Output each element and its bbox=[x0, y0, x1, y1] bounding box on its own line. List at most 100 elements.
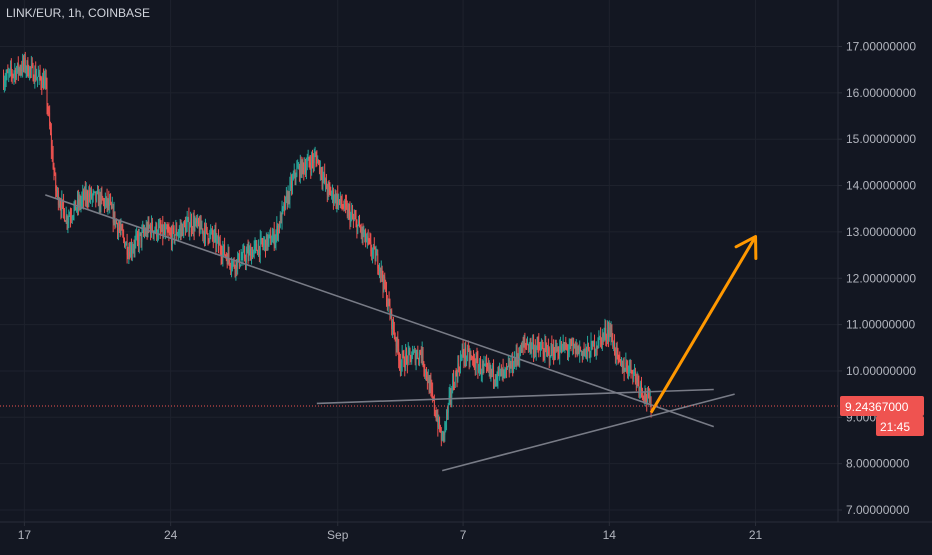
candle-body bbox=[58, 204, 60, 206]
candle-body bbox=[212, 235, 214, 240]
candle-body bbox=[626, 362, 628, 367]
candle-body bbox=[97, 192, 99, 207]
candle-body bbox=[270, 233, 272, 245]
candle-body bbox=[272, 237, 273, 243]
candle-body bbox=[500, 368, 502, 377]
candle-body bbox=[3, 83, 5, 88]
drawings-layer[interactable] bbox=[0, 194, 838, 472]
candle-body bbox=[344, 200, 346, 209]
candle-body bbox=[53, 168, 55, 173]
candle-body bbox=[128, 252, 130, 256]
candle-body bbox=[534, 348, 535, 355]
candle-body bbox=[550, 344, 552, 358]
candle-body bbox=[70, 215, 71, 218]
candle-body bbox=[114, 211, 116, 225]
candle-body bbox=[213, 233, 215, 240]
candle-body bbox=[34, 70, 36, 82]
candle-body bbox=[63, 201, 64, 210]
candle-body bbox=[467, 348, 469, 351]
candle-body bbox=[232, 261, 234, 263]
trendline[interactable] bbox=[441, 393, 735, 472]
candle-body bbox=[203, 231, 205, 235]
candle-body bbox=[85, 191, 87, 200]
candle-body bbox=[299, 166, 300, 178]
candle-body bbox=[370, 241, 372, 252]
candle-body bbox=[466, 357, 467, 359]
candle-body bbox=[495, 380, 497, 382]
candle-body bbox=[502, 368, 504, 372]
candle-body bbox=[76, 207, 78, 211]
candle-body bbox=[641, 382, 642, 390]
candle-body bbox=[346, 203, 347, 206]
candle-body bbox=[291, 181, 293, 188]
candle-body bbox=[396, 337, 398, 347]
candle-body bbox=[172, 227, 174, 229]
candle-body bbox=[351, 212, 353, 216]
candle-body bbox=[199, 220, 201, 233]
candle-body bbox=[399, 360, 400, 362]
candle-body bbox=[352, 212, 353, 218]
trendline[interactable] bbox=[316, 388, 714, 405]
candle-body bbox=[160, 229, 162, 231]
candle-body bbox=[264, 239, 266, 243]
candle-body bbox=[10, 67, 11, 70]
candle-body bbox=[7, 71, 9, 73]
candle-body bbox=[322, 175, 324, 182]
candle-body bbox=[427, 376, 429, 383]
candle-body bbox=[313, 156, 315, 163]
candle-body bbox=[210, 231, 212, 233]
candle-body bbox=[104, 200, 106, 207]
candle-body bbox=[248, 250, 250, 258]
forecast-arrow-head[interactable] bbox=[734, 235, 758, 261]
candle-body bbox=[349, 209, 351, 223]
candle-body bbox=[387, 298, 389, 305]
candle-body bbox=[57, 190, 58, 193]
candle-body bbox=[178, 233, 179, 235]
candle-body bbox=[263, 242, 265, 246]
candle-body bbox=[412, 353, 413, 359]
candle-body bbox=[189, 227, 191, 232]
candle-body bbox=[419, 351, 420, 360]
candle-body bbox=[374, 247, 376, 262]
candle-body bbox=[384, 276, 386, 288]
candle-body bbox=[601, 334, 603, 345]
candle-body bbox=[133, 248, 135, 250]
candle-body bbox=[151, 221, 153, 231]
candle-body bbox=[298, 166, 299, 168]
candle-body bbox=[570, 341, 572, 343]
candle-body bbox=[301, 160, 303, 176]
candle-body bbox=[520, 345, 522, 353]
candle-body bbox=[507, 364, 509, 367]
candle-body bbox=[386, 304, 388, 306]
candle-body bbox=[385, 287, 387, 289]
candle-body bbox=[276, 225, 278, 234]
candle-body bbox=[333, 200, 335, 202]
forecast-arrow[interactable] bbox=[649, 235, 757, 414]
candle-body bbox=[361, 228, 363, 235]
candle-body bbox=[417, 352, 419, 359]
candle-body bbox=[90, 190, 91, 197]
candle-body bbox=[442, 431, 444, 436]
candle-body bbox=[318, 160, 319, 162]
candle-body bbox=[77, 198, 79, 206]
candle-body bbox=[582, 351, 584, 357]
candle-body bbox=[284, 203, 286, 210]
candle-body bbox=[618, 356, 620, 358]
candle-body bbox=[452, 379, 454, 393]
candle-body bbox=[191, 228, 193, 230]
y-tick-label: 7.00000000 bbox=[846, 503, 910, 517]
candle-body bbox=[406, 356, 408, 364]
candle-body bbox=[488, 365, 490, 370]
candle-body bbox=[108, 199, 110, 207]
candle-body bbox=[462, 349, 464, 355]
candle-body bbox=[447, 403, 449, 413]
trendline[interactable] bbox=[45, 194, 715, 428]
candle-body bbox=[606, 337, 608, 339]
candle-body bbox=[317, 160, 319, 164]
candle-body bbox=[84, 190, 85, 200]
candle-body bbox=[252, 250, 254, 258]
candle-body bbox=[440, 430, 442, 441]
candle-body bbox=[494, 379, 496, 382]
